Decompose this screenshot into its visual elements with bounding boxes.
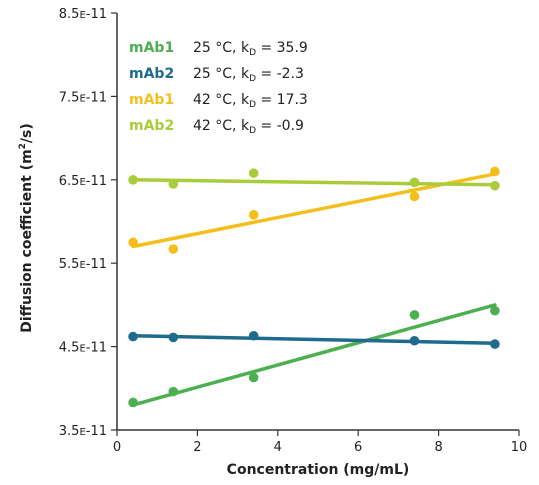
x-tick-label: 10 xyxy=(511,440,528,455)
y-tick-label: 8.5E-11 xyxy=(59,7,107,22)
x-axis-title: Concentration (mg/mL) xyxy=(227,462,410,478)
data-point-series-2 xyxy=(168,244,179,254)
data-point-series-0 xyxy=(490,305,500,316)
legend-series-name: mAb2 xyxy=(129,66,174,82)
data-point-series-3 xyxy=(490,180,500,191)
data-point-series-2 xyxy=(409,191,420,202)
legend-series-label: 42 °C, kD = 17.3 xyxy=(193,92,308,110)
data-point-series-3 xyxy=(409,177,420,188)
y-tick-label: 7.5E-11 xyxy=(59,90,107,105)
y-tick-label: 3.5E-11 xyxy=(59,424,107,439)
legend-series-label: 42 °C, kD = -0.9 xyxy=(193,118,304,136)
y-tick-label: 5.5E-11 xyxy=(59,257,107,272)
data-point-series-0 xyxy=(248,372,259,383)
x-ticks: 0 2 4 6 8 10 xyxy=(113,430,527,455)
y-tick-label: 6.5E-11 xyxy=(59,174,107,189)
fit-line-series-3 xyxy=(131,178,497,187)
y-tick-label: 4.5E-11 xyxy=(59,341,107,356)
legend-series-name: mAb1 xyxy=(129,92,174,108)
axes xyxy=(116,13,519,431)
fit-line-series-0 xyxy=(131,303,497,407)
x-tick-label: 2 xyxy=(193,440,201,455)
fit-lines xyxy=(131,172,497,407)
legend-series-label: 25 °C, kD = -2.3 xyxy=(193,66,304,84)
data-point-series-0 xyxy=(409,310,420,320)
legend-series-label: 25 °C, kD = 35.9 xyxy=(193,40,308,58)
data-point-series-3 xyxy=(248,168,259,178)
data-point-series-1 xyxy=(490,339,500,349)
y-ticks: 3.5E-11 4.5E-11 5.5E-11 6.5E-11 7.5E-11 8.5E-… xyxy=(59,7,117,439)
data-points xyxy=(128,166,500,408)
data-point-series-1 xyxy=(248,330,259,341)
fit-line-series-2 xyxy=(131,172,497,249)
y-axis-title: Diffusion coefficient (m2/s) xyxy=(18,123,35,333)
legend-series-name: mAb1 xyxy=(129,40,174,56)
data-point-series-2 xyxy=(490,166,500,177)
x-tick-label: 8 xyxy=(434,440,442,455)
fit-line-series-1 xyxy=(131,334,497,346)
data-point-series-1 xyxy=(128,331,138,342)
data-point-series-2 xyxy=(248,210,259,220)
x-tick-label: 0 xyxy=(113,440,121,455)
data-point-series-0 xyxy=(168,386,179,397)
x-tick-label: 4 xyxy=(274,440,282,455)
data-point-series-3 xyxy=(168,179,179,189)
x-tick-label: 6 xyxy=(354,440,362,455)
legend: mAb1 25 °C, kD = 35.9 mAb2 25 °C, kD = -2.3… xyxy=(129,40,308,136)
data-point-series-3 xyxy=(128,175,138,185)
data-point-series-0 xyxy=(128,397,138,408)
data-point-series-1 xyxy=(409,335,420,346)
legend-series-name: mAb2 xyxy=(129,118,174,134)
data-point-series-2 xyxy=(128,237,138,248)
data-point-series-1 xyxy=(168,332,179,343)
